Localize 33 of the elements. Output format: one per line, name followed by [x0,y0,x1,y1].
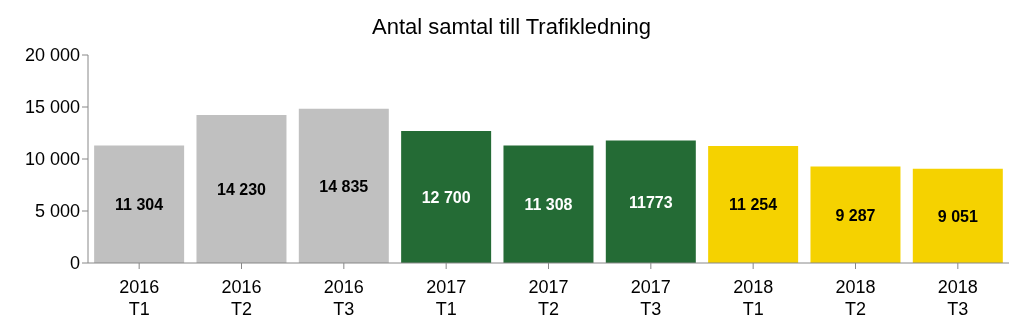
data-label: 9 287 [835,206,876,224]
x-tick-label: 2018 T3 [937,277,978,319]
data-label: 11 304 [115,196,164,214]
bar [605,140,696,263]
bar [810,166,901,263]
chart-title: Antal samtal till Trafikledning [371,14,652,40]
data-label: 11 254 [729,196,778,214]
bar [912,168,1003,263]
x-tick-label: 2016 T3 [323,277,364,319]
data-label: 11 308 [524,196,573,214]
bar [401,130,492,263]
bar [708,145,799,263]
data-label: 14 230 [217,181,267,198]
x-tick-label: 2018 T1 [733,277,774,319]
y-tick-label: 10 000 [24,149,80,170]
x-tick-label: 2017 T1 [426,277,467,319]
data-label: 11773 [629,193,673,211]
x-tick-label: 2018 T2 [835,277,876,319]
x-tick-label: 2017 T2 [528,277,569,319]
data-label: 12 700 [421,188,471,206]
y-tick-label: 5 000 [34,201,80,222]
bar [94,145,185,263]
y-tick-label: 15 000 [24,97,80,118]
bar [298,108,389,263]
x-tick-label: 2016 T1 [119,277,160,319]
y-tick-label: 0 [69,253,80,274]
data-label: 14 835 [319,177,369,195]
y-tick-label: 20 000 [24,45,80,66]
x-tick-label: 2017 T3 [630,277,671,319]
bar [503,145,594,263]
data-label: 9 051 [937,207,978,225]
x-tick-label: 2016 T2 [221,277,262,319]
bar [196,115,287,263]
